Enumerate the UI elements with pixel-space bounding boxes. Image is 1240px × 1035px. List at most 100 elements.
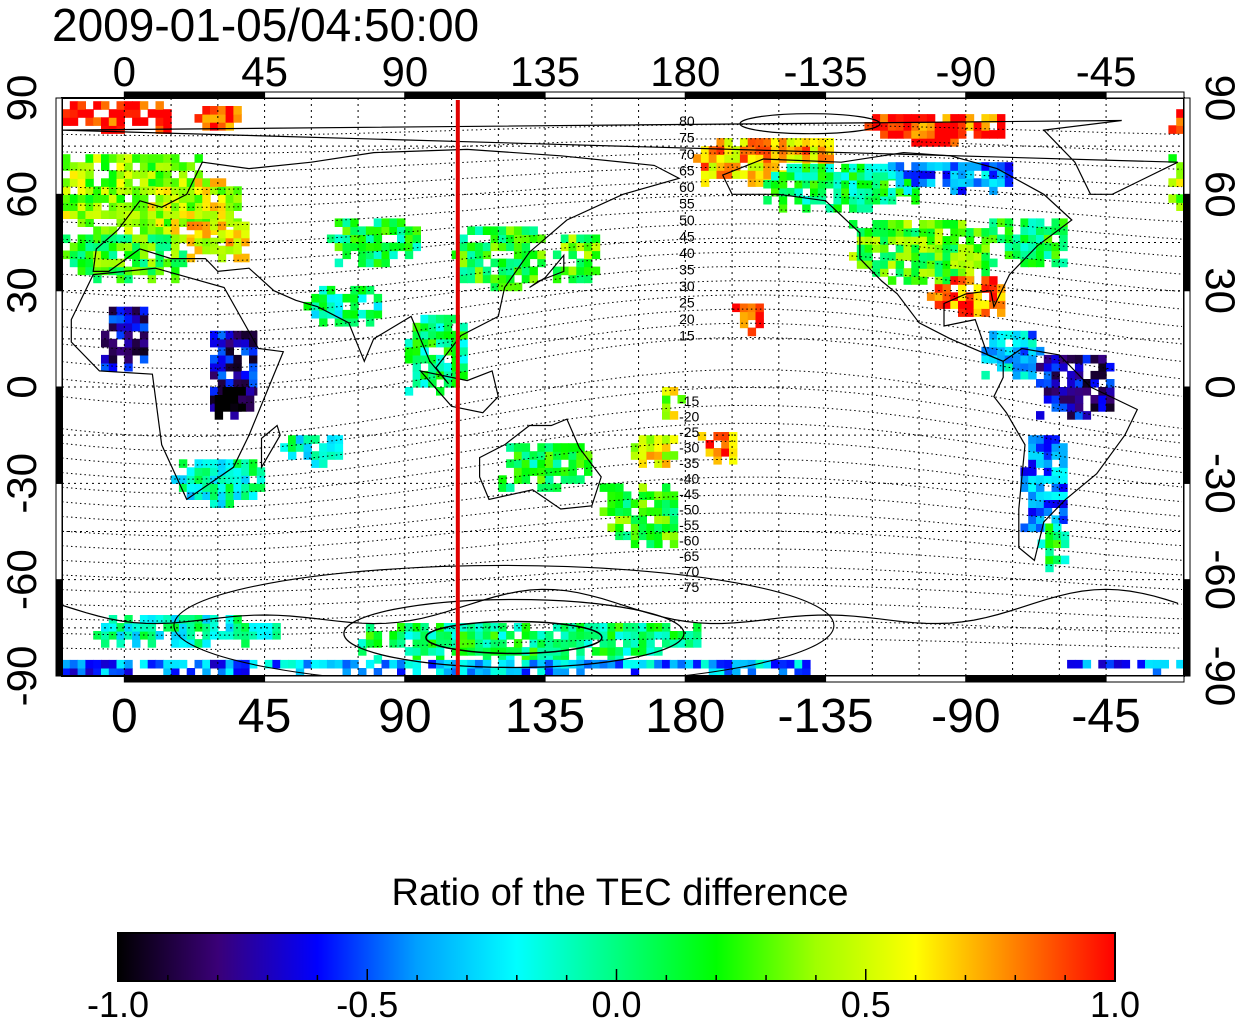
tec-cell bbox=[101, 178, 110, 187]
tec-cell bbox=[552, 467, 562, 476]
tec-cell bbox=[210, 330, 219, 340]
tec-cell bbox=[849, 195, 858, 205]
tec-cell bbox=[1098, 354, 1107, 364]
tec-cell bbox=[1036, 242, 1045, 252]
tec-cell bbox=[887, 260, 897, 269]
tec-cell bbox=[124, 250, 133, 260]
tec-cell bbox=[171, 250, 180, 260]
tec-cell bbox=[132, 186, 141, 195]
tec-cell bbox=[958, 162, 967, 171]
tec-cell bbox=[443, 639, 453, 648]
tec-cell bbox=[116, 194, 125, 203]
timestamp-title: 2009-01-05/04:50:00 bbox=[52, 0, 480, 51]
tec-cell bbox=[225, 194, 234, 203]
tec-cell bbox=[763, 170, 772, 179]
tec-cell bbox=[124, 615, 133, 624]
tec-cell bbox=[116, 314, 125, 324]
tec-cell bbox=[942, 130, 951, 139]
tec-cell bbox=[662, 483, 671, 492]
tec-cell bbox=[825, 154, 834, 163]
tec-cell bbox=[186, 178, 196, 187]
tec-cell bbox=[475, 631, 484, 640]
tec-cell bbox=[997, 338, 1006, 348]
tec-cell bbox=[155, 226, 164, 235]
tec-cell bbox=[194, 659, 203, 669]
tec-cell bbox=[934, 260, 944, 269]
tec-cell bbox=[864, 260, 873, 269]
tec-cell bbox=[989, 186, 998, 195]
tec-cell bbox=[225, 379, 234, 388]
tec-cell bbox=[171, 623, 180, 632]
tec-cell bbox=[163, 258, 172, 268]
tec-cell bbox=[506, 282, 515, 292]
tec-cell bbox=[716, 146, 725, 155]
tec-cell bbox=[217, 387, 227, 396]
tec-cell bbox=[116, 234, 125, 244]
tec-cell bbox=[529, 250, 538, 260]
tec-cell bbox=[560, 451, 570, 460]
contour-label: -20 bbox=[679, 409, 699, 425]
tec-cell bbox=[1090, 379, 1099, 388]
tec-cell bbox=[864, 195, 873, 205]
tec-cell bbox=[747, 138, 757, 147]
colorbar-tick-label: 0.0 bbox=[591, 984, 642, 1025]
tec-cell bbox=[334, 451, 344, 460]
tec-cell bbox=[1137, 659, 1146, 669]
tec-cell bbox=[856, 171, 866, 181]
bottom-lon-tick: 90 bbox=[378, 690, 431, 743]
tec-cell bbox=[1004, 162, 1014, 171]
tec-cell bbox=[163, 210, 172, 219]
tec-cell bbox=[700, 162, 710, 171]
tec-cell bbox=[926, 130, 936, 139]
tec-cell bbox=[880, 236, 889, 245]
tec-cell bbox=[116, 218, 125, 227]
tec-cell bbox=[755, 170, 764, 179]
tec-cell bbox=[825, 204, 834, 213]
tec-cell bbox=[1020, 330, 1029, 340]
tec-cell bbox=[124, 178, 133, 187]
tec-cell bbox=[669, 659, 679, 669]
tec-cell bbox=[210, 237, 219, 247]
tec-cell bbox=[451, 370, 460, 380]
tec-cell bbox=[194, 154, 203, 163]
tec-cell bbox=[1051, 379, 1060, 388]
tec-cell bbox=[817, 138, 827, 147]
tec-cell bbox=[981, 268, 990, 277]
tec-cell bbox=[880, 114, 889, 123]
tec-cell bbox=[662, 523, 671, 533]
tec-cell bbox=[1036, 443, 1045, 452]
tec-cell bbox=[139, 210, 149, 219]
tec-cell bbox=[638, 647, 647, 656]
tec-cell bbox=[934, 122, 944, 131]
tec-cell bbox=[654, 515, 663, 524]
tec-cell bbox=[638, 491, 647, 500]
tec-cell bbox=[630, 623, 640, 632]
tec-cell bbox=[222, 395, 231, 404]
tec-cell bbox=[62, 668, 71, 676]
right-lat-tick: -90 bbox=[1197, 646, 1240, 707]
tec-cell bbox=[373, 293, 383, 303]
tec-cell bbox=[225, 499, 234, 508]
tec-cell bbox=[303, 451, 312, 460]
tec-cell bbox=[778, 195, 788, 205]
tec-cell bbox=[958, 186, 967, 195]
tec-cell bbox=[669, 435, 679, 444]
tec-cell bbox=[233, 354, 242, 364]
contour-label: 20 bbox=[679, 311, 695, 327]
tec-cell bbox=[662, 435, 671, 444]
tec-cell bbox=[475, 258, 484, 268]
tec-cell bbox=[662, 659, 671, 669]
tec-cell bbox=[973, 130, 982, 139]
tec-cell bbox=[77, 266, 86, 276]
tec-cell bbox=[560, 639, 570, 648]
tec-cell bbox=[1020, 250, 1029, 260]
tec-cell bbox=[443, 362, 453, 372]
tec-cell bbox=[116, 178, 125, 187]
tec-cell bbox=[482, 647, 492, 656]
tec-cell bbox=[171, 234, 180, 244]
tec-cell bbox=[365, 226, 375, 235]
tec-cell bbox=[584, 274, 593, 284]
tec-cell bbox=[833, 195, 842, 205]
tec-cell bbox=[989, 284, 998, 293]
tec-cell bbox=[895, 268, 905, 277]
